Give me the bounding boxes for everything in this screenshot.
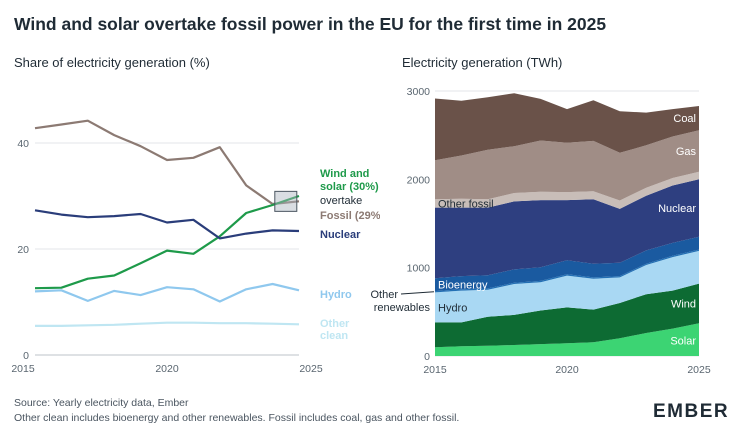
nuclear-area (435, 179, 699, 279)
wind-solar-label: solar (30%) (320, 181, 379, 193)
x-tick-label: 2025 (687, 364, 711, 376)
y-tick-label: 0 (23, 350, 29, 362)
bioenergy-area (435, 236, 699, 292)
coal-label: Coal (673, 113, 696, 125)
x-tick-label: 2020 (555, 364, 579, 376)
other-renewables-label: renewables (374, 302, 431, 314)
other-clean-line (35, 321, 300, 327)
y-tick-label: 1000 (407, 263, 431, 275)
generation-area-chart: 0 1000 2000 3000 2015 2020 2025 Coal Gas Nuclear W… (370, 86, 711, 376)
fossil-label: Fossil (29%) (320, 210, 380, 222)
other-renewables-pointer (400, 291, 435, 295)
other-clean-label: Other (320, 318, 350, 330)
nuclear-label: Nuclear (320, 229, 361, 241)
hydro-area-label: Hydro (438, 302, 467, 314)
wind-solar-label: Wind and (320, 168, 369, 180)
nuclear-line (34, 209, 300, 240)
generation-chart-subtitle: Electricity generation (TWh) (402, 55, 563, 70)
y-tick-label: 40 (17, 138, 29, 150)
gas-label: Gas (676, 146, 697, 158)
chart-title: Wind and solar overtake fossil power in … (14, 14, 607, 34)
x-tick-label: 2020 (155, 363, 179, 375)
ember-logo: EMBER (653, 401, 730, 422)
fossil-line (34, 119, 300, 206)
definitions-note: Other clean includes bioenergy and other… (14, 412, 460, 424)
hydro-area (435, 250, 699, 323)
x-tick-label: 2025 (299, 363, 323, 375)
other-fossil-label: Other fossil (438, 198, 494, 210)
other-fossil-area (435, 171, 699, 209)
y-tick-label: 3000 (407, 86, 431, 98)
hydro-line (34, 282, 300, 303)
gas-area (435, 130, 699, 201)
share-chart-subtitle: Share of electricity generation (%) (14, 55, 210, 70)
x-tick-label: 2015 (423, 364, 447, 376)
wind-area (435, 283, 699, 348)
y-tick-label: 0 (424, 351, 430, 363)
y-tick-label: 20 (17, 244, 29, 256)
x-tick-label: 2015 (11, 363, 35, 375)
y-tick-label: 2000 (407, 174, 431, 186)
wind-label: Wind (671, 298, 696, 310)
source-note: Source: Yearly electricity data, Ember (14, 397, 189, 409)
coal-area (435, 93, 699, 161)
other-clean-label: clean (320, 330, 348, 342)
overtake-annotation: overtake (320, 195, 362, 207)
solar-label: Solar (670, 336, 696, 348)
nuclear-area-label: Nuclear (658, 203, 696, 215)
wind-solar-line (34, 194, 300, 290)
solar-area (435, 323, 699, 356)
overtake-marker (274, 190, 298, 212)
hydro-label: Hydro (320, 289, 352, 301)
other-renewables-label: Other (370, 289, 398, 301)
bioenergy-label: Bioenergy (438, 280, 488, 292)
